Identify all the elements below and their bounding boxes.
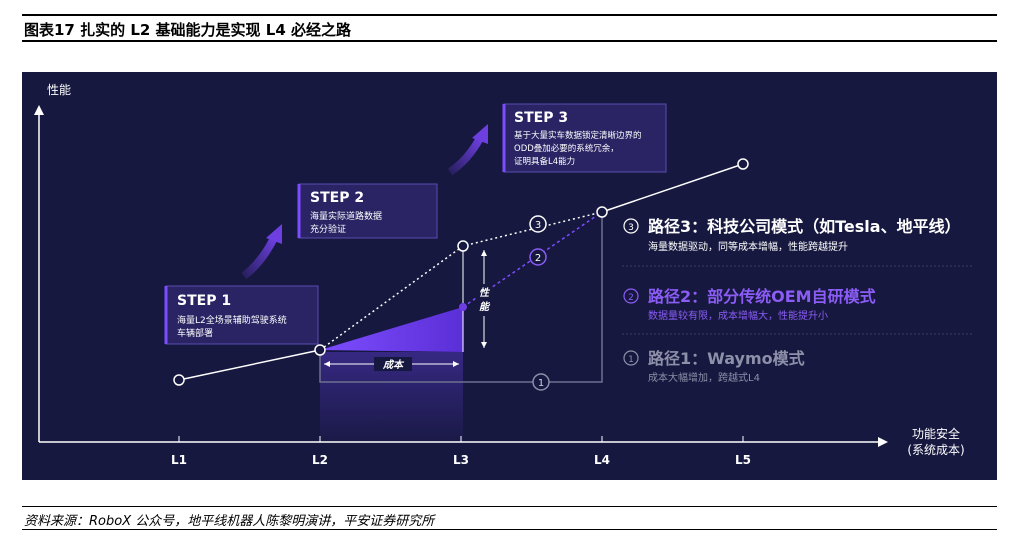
path-2-marker (529, 248, 547, 266)
step-2-line-1: 海量实际道路数据 (310, 210, 382, 222)
legend-path-1: 1 路径1：Waymo模式 成本大幅增加，跨越式L4 (623, 349, 805, 384)
figure-title: 图表17 扎实的 L2 基础能力是实现 L4 必经之路 (22, 14, 997, 42)
step-3-line-3: 证明具备L4能力 (514, 156, 575, 167)
legend-path-2-num: 2 (628, 293, 634, 303)
cost-label: 成本 (382, 359, 405, 371)
step-1-line-1: 海量L2全场景辅助驾驶系统 (177, 314, 287, 326)
legend-path-1-desc: 成本大幅增加，跨越式L4 (648, 371, 760, 384)
step-2-arrow-icon (447, 136, 484, 176)
path-3-marker-label: 3 (535, 220, 541, 231)
x-axis-label: 功能安全 (912, 426, 960, 441)
tick-l4: L4 (594, 453, 610, 467)
tick-l2: L2 (312, 453, 328, 467)
step-3-line-1: 基于大量实车数据锁定清晰边界的 (514, 130, 642, 141)
legend-path-2-title: 路径2：部分传统OEM自研模式 (648, 287, 876, 306)
legend-path-3: 3 路径3：科技公司模式（如Tesla、地平线） 海量数据驱动，同等成本增幅，性… (623, 217, 961, 253)
tick-l1: L1 (171, 453, 187, 467)
legend-path-3-desc: 海量数据驱动，同等成本增幅，性能跨越提升 (648, 240, 848, 253)
path-3-marker (529, 215, 547, 233)
step-2-line-2: 充分验证 (310, 223, 346, 235)
node-l2 (314, 344, 326, 356)
roadmap-diagram: 性能 功能安全 (系统成本) L1 L2 L3 L4 L5 1 2 (34, 83, 972, 467)
node-l5 (737, 158, 749, 170)
legend-path-1-num: 1 (628, 355, 634, 365)
y-axis-arrow (34, 105, 44, 115)
x-axis-arrow (878, 437, 888, 447)
step-1-box: STEP 1 海量L2全场景辅助驾驶系统 车辆部署 (164, 285, 319, 345)
legend-path-2-desc: 数据量较有限，成本增幅大，性能提升小 (648, 309, 828, 322)
tick-l5: L5 (735, 453, 751, 467)
legend-path-3-title: 路径3：科技公司模式（如Tesla、地平线） (648, 217, 961, 236)
source-note: 资料来源：RoboX 公众号，地平线机器人陈黎明演讲，平安证券研究所 (22, 506, 997, 530)
path-1-marker-label: 1 (538, 378, 544, 389)
step-2-title: STEP 2 (310, 190, 364, 206)
node-l4 (596, 206, 608, 218)
diagram-panel: 性能 功能安全 (系统成本) L1 L2 L3 L4 L5 1 2 (22, 72, 997, 480)
legend-path-2: 2 路径2：部分传统OEM自研模式 数据量较有限，成本增幅大，性能提升小 (623, 287, 876, 322)
x-axis-label-sub: (系统成本) (907, 443, 964, 457)
main-line-l4-l5 (601, 163, 744, 213)
main-line-l1-l2 (178, 349, 321, 381)
legend-path-3-num: 3 (628, 223, 634, 233)
step-3-title: STEP 3 (514, 110, 568, 126)
tick-l3: L3 (453, 453, 469, 467)
performance-label-1: 性 (479, 287, 491, 299)
step-3-box: STEP 3 基于大量实车数据锁定清晰边界的 ODD叠加必要的系统冗余， 证明具… (502, 103, 667, 173)
node-l1 (173, 374, 185, 386)
step-2-box: STEP 2 海量实际道路数据 充分验证 (297, 183, 438, 239)
step-1-arrow-icon (241, 236, 278, 280)
path-2-point (459, 303, 467, 311)
path-2-marker-label: 2 (535, 253, 541, 264)
path-1-line (319, 212, 603, 383)
step-1-title: STEP 1 (177, 293, 231, 309)
path-2-triangle (320, 307, 463, 352)
step-3-line-2: ODD叠加必要的系统冗余， (514, 143, 619, 154)
y-axis-label: 性能 (47, 83, 71, 97)
performance-label-2: 能 (479, 301, 491, 313)
node-l3 (457, 240, 469, 252)
path-1-marker (532, 373, 550, 391)
legend-path-1-title: 路径1：Waymo模式 (648, 349, 805, 368)
x-ticks: L1 L2 L3 L4 L5 (171, 436, 751, 467)
step-1-line-2: 车辆部署 (177, 327, 213, 339)
